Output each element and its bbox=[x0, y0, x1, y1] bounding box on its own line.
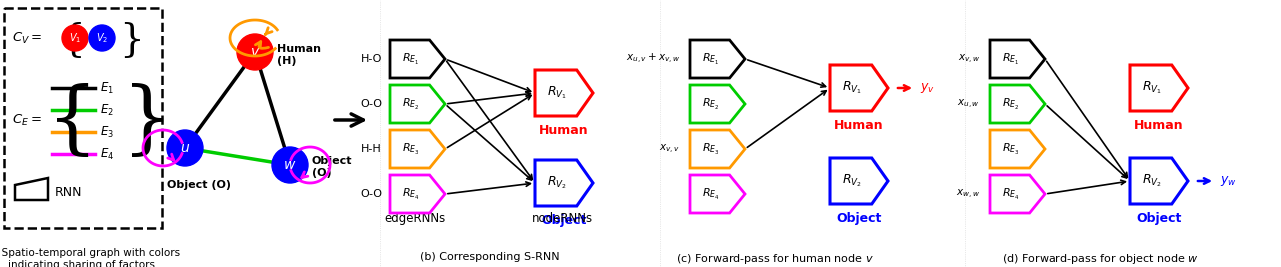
Text: $R_{E_3}$: $R_{E_3}$ bbox=[402, 142, 420, 156]
Text: $R_{E_2}$: $R_{E_2}$ bbox=[402, 96, 420, 112]
Text: $E_4$: $E_4$ bbox=[100, 147, 114, 162]
Text: $E_2$: $E_2$ bbox=[100, 103, 114, 117]
Text: Human
(H): Human (H) bbox=[277, 44, 322, 66]
Text: $x_{v,v}$: $x_{v,v}$ bbox=[660, 143, 680, 156]
Text: O-O: O-O bbox=[360, 189, 382, 199]
Text: $R_{E_3}$: $R_{E_3}$ bbox=[702, 142, 720, 156]
Text: $R_{V_2}$: $R_{V_2}$ bbox=[547, 175, 567, 191]
Text: $R_{E_2}$: $R_{E_2}$ bbox=[1002, 96, 1020, 112]
Text: $R_{E_2}$: $R_{E_2}$ bbox=[702, 96, 720, 112]
Text: $x_{u,v}+x_{v,w}$: $x_{u,v}+x_{v,w}$ bbox=[626, 52, 680, 66]
Text: $R_{V_1}$: $R_{V_1}$ bbox=[547, 85, 567, 101]
Text: }: } bbox=[122, 83, 173, 161]
Text: $E_3$: $E_3$ bbox=[100, 124, 114, 140]
Text: RNN: RNN bbox=[55, 186, 82, 198]
FancyBboxPatch shape bbox=[4, 8, 161, 228]
Text: $V_1$: $V_1$ bbox=[69, 31, 81, 45]
Text: $R_{E_1}$: $R_{E_1}$ bbox=[702, 52, 720, 66]
Text: $y_w$: $y_w$ bbox=[1220, 174, 1237, 188]
Text: indicating sharing of factors: indicating sharing of factors bbox=[9, 260, 155, 267]
Text: $V_2$: $V_2$ bbox=[96, 31, 108, 45]
Text: $x_{v,w}$: $x_{v,w}$ bbox=[958, 52, 980, 66]
Text: $C_V=$: $C_V=$ bbox=[12, 30, 42, 46]
Circle shape bbox=[237, 34, 273, 70]
Text: $R_{V_1}$: $R_{V_1}$ bbox=[842, 80, 862, 96]
Text: $R_{E_1}$: $R_{E_1}$ bbox=[402, 52, 420, 66]
Text: Human: Human bbox=[834, 119, 884, 132]
Text: {: { bbox=[47, 83, 99, 161]
Text: Object
(O): Object (O) bbox=[313, 156, 352, 178]
Text: (c) Forward-pass for human node $v$: (c) Forward-pass for human node $v$ bbox=[676, 252, 874, 266]
Circle shape bbox=[61, 25, 88, 51]
Circle shape bbox=[88, 25, 115, 51]
Text: $E_1$: $E_1$ bbox=[100, 80, 114, 96]
Text: $x_{w,w}$: $x_{w,w}$ bbox=[956, 187, 980, 201]
Text: $w$: $w$ bbox=[283, 158, 297, 172]
Text: Object (O): Object (O) bbox=[167, 180, 231, 190]
Text: Object: Object bbox=[542, 214, 587, 227]
Text: H-O: H-O bbox=[361, 54, 382, 64]
Text: Human: Human bbox=[539, 124, 589, 137]
Text: $R_{V_2}$: $R_{V_2}$ bbox=[1143, 173, 1162, 189]
Text: $R_{E_4}$: $R_{E_4}$ bbox=[402, 186, 420, 202]
Text: $C_E=$: $C_E=$ bbox=[12, 112, 42, 128]
Text: (a) Spatio-temporal graph with colors: (a) Spatio-temporal graph with colors bbox=[0, 248, 181, 258]
Text: $R_{E_1}$: $R_{E_1}$ bbox=[1002, 52, 1020, 66]
Text: Object: Object bbox=[836, 212, 881, 225]
Text: {: { bbox=[60, 22, 85, 58]
Text: nodeRNNs: nodeRNNs bbox=[532, 212, 593, 225]
Text: (b) Corresponding S-RNN: (b) Corresponding S-RNN bbox=[420, 252, 560, 262]
Text: $y_v$: $y_v$ bbox=[920, 81, 935, 95]
Text: O-O: O-O bbox=[360, 99, 382, 109]
Text: $R_{E_4}$: $R_{E_4}$ bbox=[1002, 186, 1020, 202]
Text: $R_{E_3}$: $R_{E_3}$ bbox=[1002, 142, 1020, 156]
Text: $x_{u,w}$: $x_{u,w}$ bbox=[957, 97, 980, 111]
Text: Human: Human bbox=[1134, 119, 1184, 132]
Text: $R_{E_4}$: $R_{E_4}$ bbox=[702, 186, 720, 202]
Circle shape bbox=[167, 130, 202, 166]
Circle shape bbox=[272, 147, 307, 183]
Text: (d) Forward-pass for object node $w$: (d) Forward-pass for object node $w$ bbox=[1002, 252, 1198, 266]
Text: $v$: $v$ bbox=[250, 45, 260, 59]
Text: $u$: $u$ bbox=[179, 141, 190, 155]
Text: $R_{V_1}$: $R_{V_1}$ bbox=[1143, 80, 1162, 96]
Text: edgeRNNs: edgeRNNs bbox=[384, 212, 446, 225]
Text: }: } bbox=[119, 22, 143, 58]
Text: $R_{V_2}$: $R_{V_2}$ bbox=[842, 173, 862, 189]
Text: Object: Object bbox=[1136, 212, 1181, 225]
Text: H-H: H-H bbox=[361, 144, 382, 154]
